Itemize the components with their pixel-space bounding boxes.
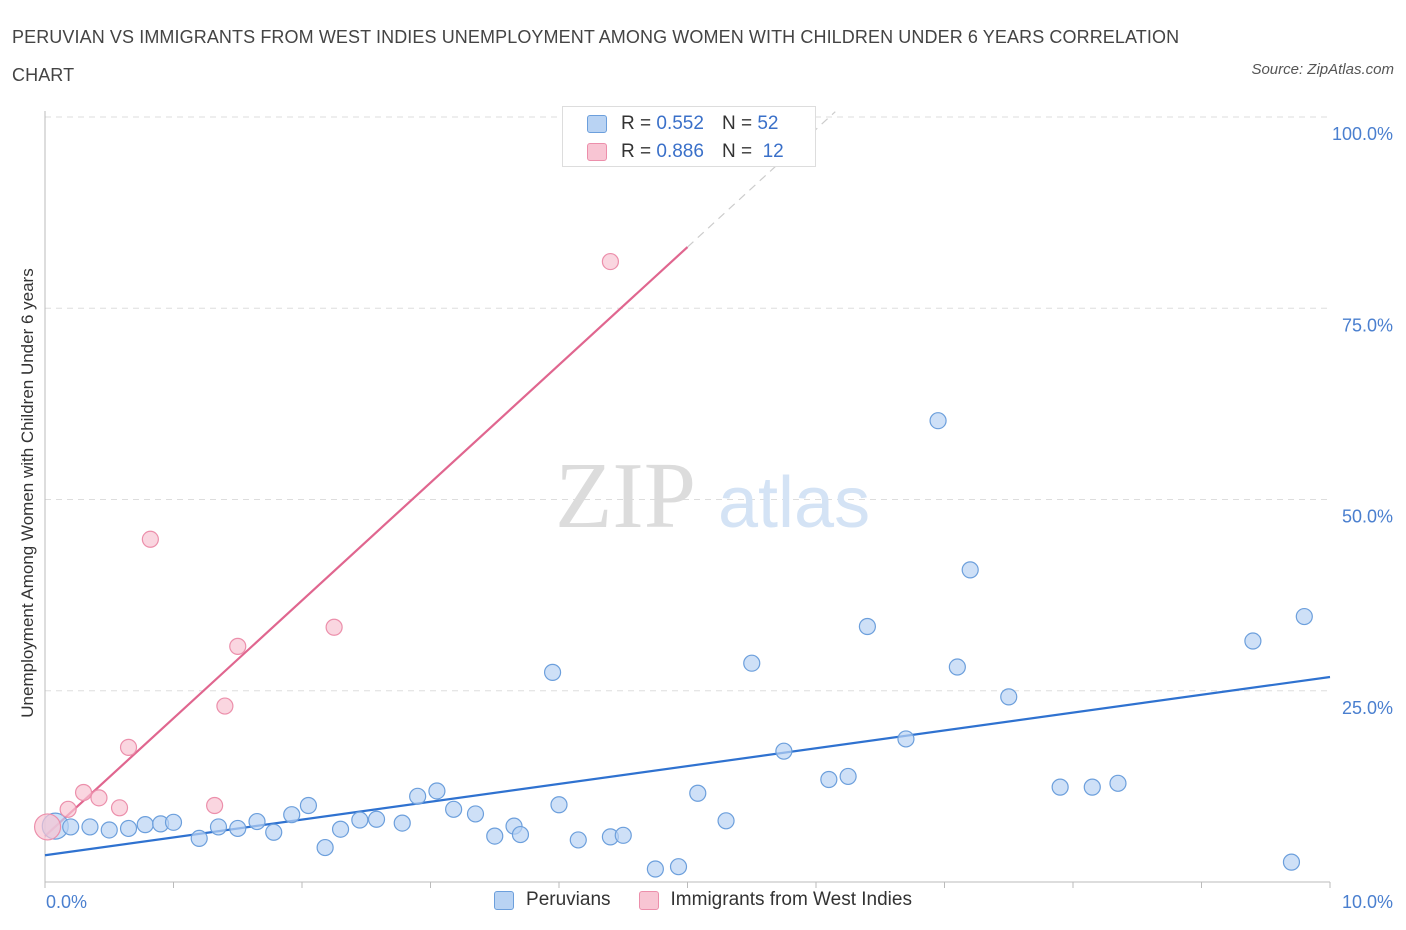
peruvians-point xyxy=(948,658,966,676)
legend-swatch-pink xyxy=(638,890,659,910)
peruvians-point xyxy=(119,819,138,838)
peruvians-point xyxy=(1000,688,1018,706)
peruvians-point xyxy=(316,838,334,857)
series-legend: Peruvians Immigrants from West Indies xyxy=(0,889,1406,911)
west-indies-point xyxy=(110,799,129,817)
x-tick-label: 10.0% xyxy=(1342,892,1393,912)
peruvians-point xyxy=(62,818,80,836)
peruvians-point xyxy=(646,860,664,878)
west-indies-point xyxy=(325,618,343,636)
west-indies-point xyxy=(601,252,620,271)
axes xyxy=(44,111,1331,888)
west-indies-point xyxy=(74,783,93,802)
legend-n-label: N = xyxy=(721,113,753,134)
legend-r-label: R = xyxy=(621,113,652,134)
peruvians-point xyxy=(614,826,632,844)
peruvians-point xyxy=(1295,607,1313,626)
legend-swatch-blue xyxy=(587,115,607,133)
west-indies-point xyxy=(33,813,62,841)
peruvians-point xyxy=(1282,853,1301,871)
west-indies-point xyxy=(229,637,247,655)
peruvians-point xyxy=(445,800,463,818)
legend-item-west-indies[interactable]: Immigrants from West Indies xyxy=(638,889,912,911)
legend-r-value: 0.886 xyxy=(656,141,704,162)
source-credit: Source: ZipAtlas.com xyxy=(1251,61,1394,78)
peruvians-point xyxy=(858,617,877,636)
peruvians-point xyxy=(409,787,427,805)
peruvians-point xyxy=(190,829,208,847)
legend-label: Immigrants from West Indies xyxy=(670,889,912,910)
legend-row-peruvians: R = 0.552 N = 52 xyxy=(587,112,778,136)
west-indies-point xyxy=(90,789,108,807)
chart-title: PERUVIAN VS IMMIGRANTS FROM WEST INDIES … xyxy=(12,27,1180,85)
grid-lines xyxy=(45,116,1330,692)
west-indies-point xyxy=(206,796,224,815)
peruvians-point xyxy=(283,806,301,824)
tick-labels: 25.0% 50.0% 75.0% 100.0% 0.0% 10.0% xyxy=(46,124,1393,912)
watermark-zip: ZIP xyxy=(555,444,696,548)
peruvians-point xyxy=(248,812,266,831)
west-indies-point xyxy=(216,697,234,715)
legend-n-value: 12 xyxy=(762,141,784,162)
peruvians-point xyxy=(897,730,915,748)
peruvians-point xyxy=(486,827,504,845)
legend-n-value: 52 xyxy=(757,113,779,134)
peruvians-point xyxy=(209,818,228,836)
peruvians-point xyxy=(1083,778,1101,796)
legend-swatch-blue xyxy=(494,890,515,910)
peruvians-point xyxy=(164,813,183,831)
y-tick-label: 50.0% xyxy=(1342,507,1393,527)
y-tick-label: 25.0% xyxy=(1342,698,1393,718)
peruvians-point xyxy=(743,654,761,672)
peruvians-point xyxy=(81,818,99,836)
peruvians-point xyxy=(351,811,369,829)
peruvians-point xyxy=(569,831,587,849)
peruvians-point xyxy=(428,782,446,800)
data-points xyxy=(33,252,1313,878)
peruvians-point xyxy=(1051,778,1069,796)
peruvians-point xyxy=(961,561,979,579)
legend-swatch-pink xyxy=(587,143,607,161)
legend-r-label: R = xyxy=(621,141,652,162)
legend-item-peruvians[interactable]: Peruvians xyxy=(494,889,611,911)
west-indies-trend-extension xyxy=(687,111,836,248)
peruvians-point xyxy=(839,767,857,786)
peruvians-point xyxy=(511,825,530,844)
peruvians-point xyxy=(929,412,947,430)
legend-row-west-indies: R = 0.886 N = 12 xyxy=(587,140,784,164)
peruvians-point xyxy=(543,663,562,681)
watermark: ZIP atlas xyxy=(555,444,870,548)
peruvians-point xyxy=(466,805,485,823)
x-tick-label: 0.0% xyxy=(46,892,87,912)
west-indies-point xyxy=(59,800,77,818)
peruvians-point xyxy=(367,810,386,828)
peruvians-point xyxy=(331,820,350,838)
peruvians-point xyxy=(550,796,568,814)
legend-label: Peruvians xyxy=(526,889,611,910)
correlation-legend: R = 0.552 N = 52 R = 0.886 N = 12 xyxy=(562,106,816,167)
peruvians-point xyxy=(136,816,154,834)
peruvians-point xyxy=(299,796,318,815)
legend-r-value: 0.552 xyxy=(656,113,704,134)
peruvians-point xyxy=(1244,632,1262,650)
peruvians-point xyxy=(820,770,838,789)
peruvians-point xyxy=(1109,774,1127,792)
peruvians-point xyxy=(265,823,283,841)
legend-n-label: N = xyxy=(721,141,753,162)
peruvians-point xyxy=(717,812,735,830)
peruvians-point xyxy=(775,742,793,760)
peruvians-point xyxy=(100,821,118,839)
peruvians-point xyxy=(689,784,707,802)
west-indies-point xyxy=(119,738,138,756)
west-indies-point xyxy=(141,530,159,548)
y-axis-label: Unemployment Among Women with Children U… xyxy=(18,268,37,718)
y-tick-label: 100.0% xyxy=(1332,124,1393,144)
peruvians-point xyxy=(669,858,688,876)
peruvians-point xyxy=(393,814,411,832)
peruvians-point xyxy=(229,819,247,838)
west-indies-trend-line xyxy=(44,246,689,837)
watermark-atlas: atlas xyxy=(718,463,870,543)
y-tick-label: 75.0% xyxy=(1342,315,1393,335)
